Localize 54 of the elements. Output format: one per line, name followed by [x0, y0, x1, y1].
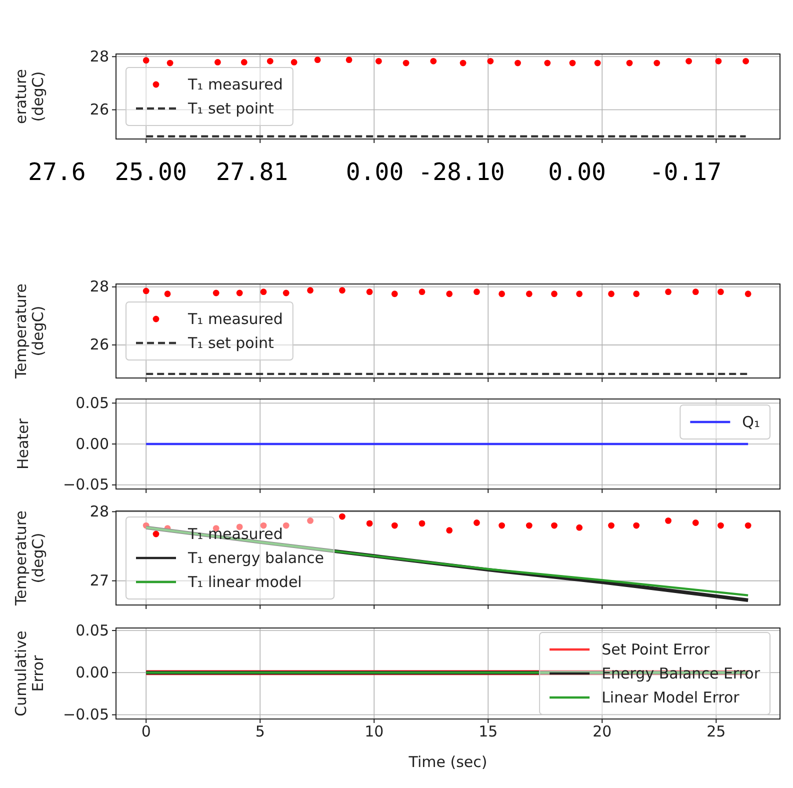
point [366, 520, 373, 527]
point [391, 522, 398, 529]
legend-label: T₁ set point [187, 100, 274, 118]
y-tick-label: −0.05 [63, 476, 109, 494]
y-axis-title: erature (degC) [12, 68, 47, 124]
legend-label: T₁ measured [187, 76, 283, 94]
y-axis-title: Cumulative Error [12, 630, 47, 716]
y-tick-label: 28 [90, 47, 109, 66]
legend-label: T₁ set point [187, 334, 274, 352]
y-tick-label: 26 [90, 100, 109, 119]
legend-label: T₁ measured [187, 525, 283, 543]
legend-label: Set Point Error [602, 640, 710, 658]
point [474, 520, 480, 526]
point [418, 520, 426, 527]
y-axis-title: Temperature (degC) [12, 283, 47, 380]
point [744, 522, 752, 529]
x-tick-label: 0 [141, 722, 151, 741]
legend-label: Energy Balance Error [602, 664, 761, 682]
x-tick-label: 15 [478, 722, 498, 741]
point [665, 517, 672, 524]
y-tick-label: −0.05 [63, 706, 109, 724]
point [551, 522, 558, 529]
point [692, 520, 699, 526]
point [633, 522, 640, 529]
x-tick-label: 25 [706, 722, 726, 741]
y-tick-label: 0.00 [76, 434, 109, 453]
y-axis-title: Temperature (degC) [12, 510, 47, 607]
y-tick-label: 0.00 [76, 663, 109, 682]
y-tick-label: 26 [90, 336, 109, 354]
x-tick-label: 20 [592, 722, 612, 741]
legend-label: Linear Model Error [602, 688, 740, 706]
x-tick-label: 5 [255, 722, 265, 741]
legend-label: T₁ linear model [187, 573, 302, 591]
point [282, 522, 290, 529]
x-axis-title: Time (sec) [408, 753, 488, 771]
point [526, 522, 532, 529]
legend-label: Q₁ [742, 413, 760, 431]
point [576, 524, 583, 531]
point [339, 513, 346, 520]
y-tick-label: 28 [90, 278, 109, 296]
y-tick-label: 0.05 [76, 394, 109, 412]
point [446, 527, 453, 534]
y-tick-label: 0.05 [76, 621, 109, 640]
text: 27.6 25.00 27.81 0.00 -28.10 0.00 -0.17 [28, 158, 722, 186]
point [307, 517, 314, 524]
x-tick-label: 10 [364, 722, 384, 741]
legend-label: T₁ energy balance [187, 549, 324, 567]
point [718, 522, 724, 529]
point [498, 522, 506, 529]
y-tick-label: 28 [90, 502, 109, 520]
y-axis-title: Heater [14, 418, 32, 470]
legend-label: T₁ measured [187, 310, 283, 328]
point [608, 522, 614, 529]
y-tick-label: 27 [90, 572, 109, 590]
